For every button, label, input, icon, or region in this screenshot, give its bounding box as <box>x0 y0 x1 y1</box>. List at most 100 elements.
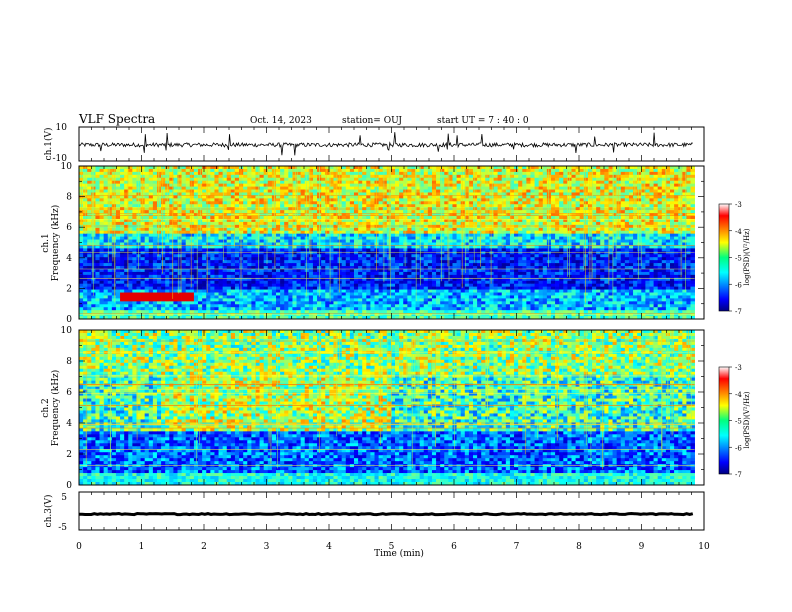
spectrogram-cell <box>600 195 605 199</box>
spectrogram-cell <box>358 251 363 255</box>
spectrogram-cell <box>555 216 560 220</box>
spectrogram-cell <box>661 198 667 202</box>
spectrogram-cell <box>514 192 519 196</box>
spectrogram-cell <box>690 189 695 193</box>
spectrogram-cell <box>382 242 388 246</box>
spectrogram-cell <box>395 227 400 232</box>
spectrogram-cell <box>633 254 638 258</box>
spectrogram-cell <box>321 230 326 235</box>
spectrogram-cell <box>255 218 260 223</box>
spectrogram-cell <box>641 192 646 196</box>
spectrogram-cell <box>624 239 630 243</box>
spectrogram-cell <box>148 221 154 226</box>
spectrogram-cell <box>612 230 617 235</box>
spectrogram-cell <box>604 248 609 252</box>
spectrogram-cell <box>550 195 556 199</box>
spectrogram-cell <box>378 192 384 196</box>
spectrogram-cell <box>460 201 466 205</box>
spectrogram-cell <box>571 245 576 249</box>
spectrogram-cell <box>353 204 359 208</box>
spectrogram-cell <box>107 221 113 226</box>
spectrogram-cell <box>255 204 260 208</box>
spectrogram-cell <box>214 213 219 217</box>
spectrogram-cell <box>489 210 494 214</box>
spectrogram-cell <box>661 171 667 176</box>
spectrogram-cell <box>649 183 654 187</box>
spectrogram-cell <box>115 180 121 184</box>
spectrogram-cell <box>477 218 482 223</box>
spectrogram-cell <box>616 192 622 196</box>
spectrogram-cell <box>349 213 355 217</box>
spectrogram-cell <box>670 257 675 261</box>
spectrogram-cell <box>485 216 490 220</box>
spectrogram-cell <box>312 180 318 184</box>
spectrogram-cell <box>600 245 605 249</box>
spectrogram-cell <box>79 189 84 193</box>
spectrogram-cell <box>390 168 396 173</box>
spectrogram-cell <box>493 216 498 220</box>
spectrogram-cell <box>670 186 675 190</box>
spectrogram-cell <box>423 230 429 235</box>
spectrogram-cell <box>333 186 338 190</box>
spectrogram-cell <box>538 245 544 249</box>
spectrogram-cell <box>624 186 630 190</box>
spectrogram-cell <box>608 227 613 232</box>
spectrogram-cell <box>477 177 482 182</box>
spectrogram-cell <box>87 245 92 249</box>
spectrogram-cell <box>214 233 219 237</box>
spectrogram-cell <box>608 195 613 199</box>
spectrogram-cell <box>177 242 182 246</box>
spectrogram-cell <box>185 204 191 208</box>
spectrogram-cell <box>321 239 326 243</box>
spectrogram-cell <box>202 224 207 229</box>
spectrogram-cell <box>464 174 470 179</box>
spectrogram-cell <box>99 210 104 214</box>
spectrogram-cell <box>604 257 609 261</box>
spectrogram-cell <box>690 224 695 229</box>
spectrogram-cell <box>390 248 396 252</box>
spectrogram-cell <box>411 198 416 202</box>
spectrogram-cell <box>312 171 318 176</box>
spectrogram-cell <box>243 216 248 220</box>
spectrogram-cell <box>546 230 552 235</box>
spectrogram-cell <box>423 213 429 217</box>
spectrogram-cell <box>161 192 166 196</box>
spectrogram-cell <box>366 245 371 249</box>
spectrogram-cell <box>489 180 494 184</box>
spectrogram-cell <box>189 216 195 220</box>
spectrogram-cell <box>353 218 359 223</box>
spectrogram-cell <box>624 233 630 237</box>
spectrogram-cell <box>485 192 490 196</box>
spectrogram-cell <box>514 230 519 235</box>
spectrogram-cell <box>362 180 367 184</box>
spectrogram-cell <box>575 201 581 205</box>
spectrogram-cell <box>600 171 605 176</box>
spectrogram-cell <box>419 166 425 170</box>
spectrogram-cell <box>600 224 605 229</box>
spectrogram-cell <box>686 195 691 199</box>
spectrogram-cell <box>633 201 638 205</box>
spectrogram-cell <box>436 166 441 170</box>
spectrogram-cell <box>103 224 109 229</box>
spectrogram-cell <box>419 171 425 176</box>
spectrogram-cell <box>436 213 441 217</box>
spectrogram-cell <box>612 186 617 190</box>
spectrogram-cell <box>95 177 100 182</box>
spectrogram-cell <box>538 213 544 217</box>
spectrogram-cell <box>538 180 544 184</box>
spectrogram-cell <box>292 201 297 205</box>
spectrogram-cell <box>665 204 671 208</box>
spectrogram-cell <box>173 195 178 199</box>
spectrogram-cell <box>243 180 248 184</box>
spectrogram-cell <box>440 174 445 179</box>
spectrogram-cell <box>276 204 281 208</box>
spectrogram-cell <box>608 242 613 246</box>
spectrogram-cell <box>509 192 515 196</box>
spectrogram-cell <box>300 168 306 173</box>
spectrogram-cell <box>120 189 125 193</box>
spectrogram-cell <box>189 192 195 196</box>
spectrogram-cell <box>329 171 334 176</box>
spectrogram-cell <box>390 227 396 232</box>
spectrogram-cell <box>427 186 433 190</box>
spectrogram-cell <box>247 174 252 179</box>
